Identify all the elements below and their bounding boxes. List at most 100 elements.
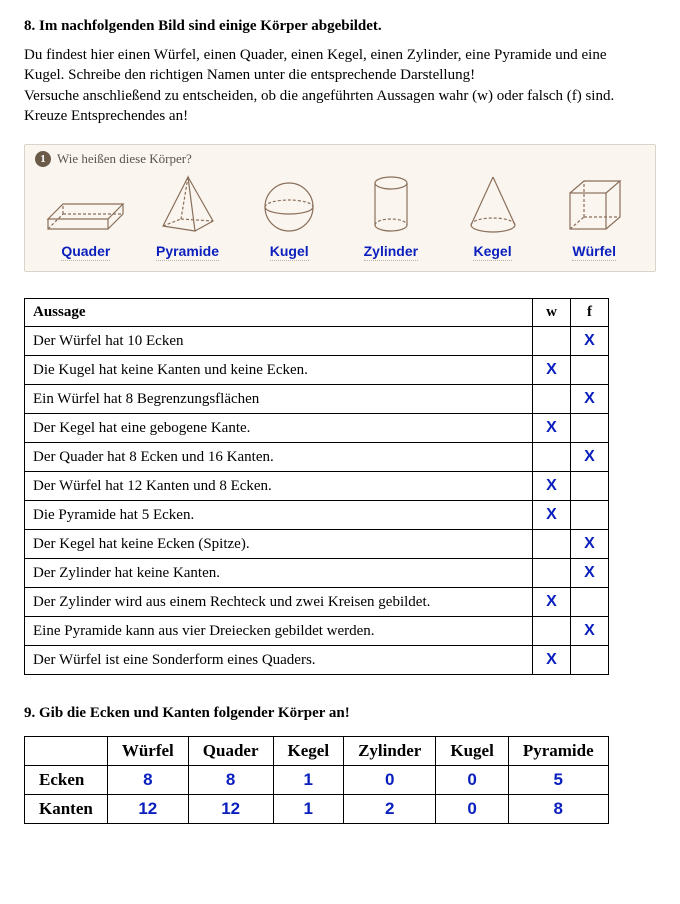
- zylinder-icon: [361, 171, 421, 239]
- statement-text: Der Kegel hat eine gebogene Kante.: [25, 414, 533, 443]
- shape-label: Quader: [61, 243, 110, 261]
- shape-label: Zylinder: [364, 243, 418, 261]
- q9-col-header: Zylinder: [344, 737, 436, 766]
- mark-w: [533, 443, 571, 472]
- mark-f: X: [571, 530, 609, 559]
- table-row: Ein Würfel hat 8 Begrenzungsflächen X: [25, 385, 609, 414]
- table-row: Der Würfel hat 12 Kanten und 8 Ecken.X: [25, 472, 609, 501]
- q8-title: 8. Im nachfolgenden Bild sind einige Kör…: [24, 18, 656, 35]
- q9-table: WürfelQuaderKegelZylinderKugelPyramide E…: [24, 736, 609, 824]
- mark-f: [571, 501, 609, 530]
- mark-w: [533, 559, 571, 588]
- kegel-icon: [458, 171, 528, 239]
- mark-w: X: [533, 356, 571, 385]
- q9-col-header: Würfel: [107, 737, 188, 766]
- mark-f: X: [571, 385, 609, 414]
- shape-pyramide: Pyramide: [137, 171, 239, 261]
- shape-kegel: Kegel: [442, 171, 544, 261]
- statement-text: Der Zylinder wird aus einem Rechteck und…: [25, 588, 533, 617]
- statement-text: Der Kegel hat keine Ecken (Spitze).: [25, 530, 533, 559]
- wuerfel-icon: [558, 173, 630, 239]
- table-row: Der Würfel ist eine Sonderform eines Qua…: [25, 646, 609, 675]
- shape-wuerfel: Würfel: [543, 173, 645, 261]
- mark-w: X: [533, 472, 571, 501]
- table-row: Der Zylinder hat keine Kanten. X: [25, 559, 609, 588]
- q9-value: 1: [273, 795, 344, 824]
- shapes-header: 1 Wie heißen diese Körper?: [35, 151, 645, 167]
- panel-question: Wie heißen diese Körper?: [57, 151, 192, 167]
- shape-label: Kugel: [270, 243, 309, 261]
- mark-f: X: [571, 617, 609, 646]
- mark-f: X: [571, 559, 609, 588]
- table-row: Der Zylinder wird aus einem Rechteck und…: [25, 588, 609, 617]
- table-row: Der Kegel hat keine Ecken (Spitze). X: [25, 530, 609, 559]
- shape-zylinder: Zylinder: [340, 171, 442, 261]
- mark-f: [571, 588, 609, 617]
- table-row: Die Pyramide hat 5 Ecken.X: [25, 501, 609, 530]
- q9-value: 5: [508, 766, 608, 795]
- intro-line: Versuche anschließend zu entscheiden, ob…: [24, 88, 614, 104]
- q9-row-label: Kanten: [25, 795, 108, 824]
- mark-f: [571, 356, 609, 385]
- q9-value: 8: [508, 795, 608, 824]
- table-row: Der Würfel hat 10 Ecken X: [25, 327, 609, 356]
- shapes-panel: 1 Wie heißen diese Körper? Quader: [24, 144, 656, 272]
- mark-f: X: [571, 327, 609, 356]
- q9-value: 0: [436, 795, 508, 824]
- q9-value: 0: [436, 766, 508, 795]
- shape-kugel: Kugel: [238, 175, 340, 261]
- q9-value: 12: [107, 795, 188, 824]
- shape-label: Würfel: [572, 243, 616, 261]
- statement-text: Der Würfel ist eine Sonderform eines Qua…: [25, 646, 533, 675]
- statement-text: Die Kugel hat keine Kanten und keine Eck…: [25, 356, 533, 385]
- q9-col-header: Pyramide: [508, 737, 608, 766]
- q9-row-label: Ecken: [25, 766, 108, 795]
- shape-quader: Quader: [35, 179, 137, 261]
- mark-f: [571, 414, 609, 443]
- mark-w: [533, 617, 571, 646]
- shape-label: Pyramide: [156, 243, 219, 261]
- shapes-row: Quader Pyramide: [35, 171, 645, 261]
- mark-w: X: [533, 501, 571, 530]
- quader-icon: [38, 179, 133, 239]
- mark-w: X: [533, 588, 571, 617]
- mark-f: X: [571, 443, 609, 472]
- col-statement: Aussage: [25, 299, 533, 327]
- table-row: Die Kugel hat keine Kanten und keine Eck…: [25, 356, 609, 385]
- mark-w: [533, 327, 571, 356]
- mark-f: [571, 646, 609, 675]
- panel-badge: 1: [35, 151, 51, 167]
- mark-w: X: [533, 646, 571, 675]
- q8-intro: Du findest hier einen Würfel, einen Quad…: [24, 45, 656, 126]
- table-row: Der Quader hat 8 Ecken und 16 Kanten. X: [25, 443, 609, 472]
- statement-text: Der Würfel hat 12 Kanten und 8 Ecken.: [25, 472, 533, 501]
- statement-text: Ein Würfel hat 8 Begrenzungsflächen: [25, 385, 533, 414]
- q9-col-header: Kugel: [436, 737, 508, 766]
- statement-text: Der Zylinder hat keine Kanten.: [25, 559, 533, 588]
- table-row: Eine Pyramide kann aus vier Dreiecken ge…: [25, 617, 609, 646]
- statement-text: Eine Pyramide kann aus vier Dreiecken ge…: [25, 617, 533, 646]
- table-row: Der Kegel hat eine gebogene Kante.X: [25, 414, 609, 443]
- table-row: Ecken881005: [25, 766, 609, 795]
- mark-w: X: [533, 414, 571, 443]
- statement-text: Der Würfel hat 10 Ecken: [25, 327, 533, 356]
- col-w: w: [533, 299, 571, 327]
- pyramide-icon: [153, 171, 223, 239]
- mark-w: [533, 530, 571, 559]
- q9-title: 9. Gib die Ecken und Kanten folgender Kö…: [24, 705, 656, 722]
- mark-w: [533, 385, 571, 414]
- statements-table: Aussage w f Der Würfel hat 10 EckenXDie …: [24, 298, 609, 675]
- statement-text: Der Quader hat 8 Ecken und 16 Kanten.: [25, 443, 533, 472]
- q9-col-header: Quader: [188, 737, 273, 766]
- col-f: f: [571, 299, 609, 327]
- mark-f: [571, 472, 609, 501]
- q9-value: 8: [188, 766, 273, 795]
- statement-text: Die Pyramide hat 5 Ecken.: [25, 501, 533, 530]
- intro-line: Du findest hier einen Würfel, einen Quad…: [24, 47, 606, 63]
- q9-value: 8: [107, 766, 188, 795]
- q9-value: 2: [344, 795, 436, 824]
- kugel-icon: [254, 175, 324, 239]
- intro-line: Kugel. Schreibe den richtigen Namen unte…: [24, 67, 475, 83]
- q9-value: 1: [273, 766, 344, 795]
- q9-value: 0: [344, 766, 436, 795]
